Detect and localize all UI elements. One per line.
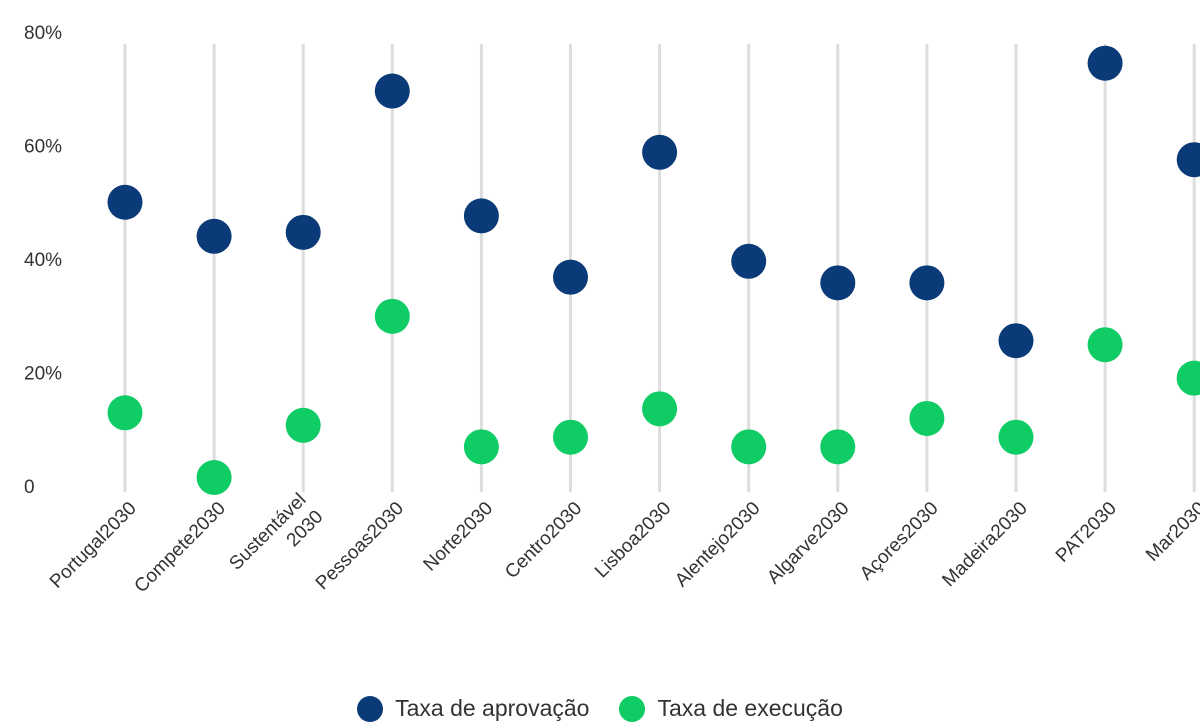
y-tick-label: 0 — [24, 477, 35, 498]
x-tick-label: Sustentável2030 — [225, 489, 327, 591]
point-execucao[interactable] — [1176, 360, 1200, 396]
point-aprovacao[interactable] — [1087, 45, 1123, 81]
legend-swatch-aprovacao — [357, 695, 384, 722]
point-execucao[interactable] — [107, 395, 143, 431]
x-tick-label: PAT2030 — [1052, 498, 1121, 567]
point-execucao[interactable] — [463, 429, 499, 465]
x-tick-label-line: Centro2030 — [501, 498, 586, 583]
point-execucao[interactable] — [909, 400, 945, 436]
x-tick-label: Alentejo2030 — [671, 498, 764, 591]
x-tick-label-line: Lisboa2030 — [591, 498, 675, 582]
y-tick-label: 80% — [24, 23, 62, 44]
x-tick-label: Norte2030 — [420, 498, 498, 576]
legend-item-execucao[interactable]: Taxa de execução — [619, 695, 843, 722]
x-tick-label: Pessoas2030 — [312, 498, 408, 594]
point-aprovacao[interactable] — [820, 265, 856, 301]
x-tick-label-line: Algarve2030 — [763, 498, 853, 588]
legend-item-aprovacao[interactable]: Taxa de aprovação — [357, 695, 589, 722]
data-points — [107, 45, 1200, 495]
point-execucao[interactable] — [998, 419, 1034, 455]
point-execucao[interactable] — [1087, 327, 1123, 363]
point-execucao[interactable] — [731, 429, 767, 465]
x-tick-label-line: Açores2030 — [856, 498, 943, 585]
point-aprovacao[interactable] — [463, 198, 499, 234]
legend: Taxa de aprovação Taxa de execução — [0, 695, 1200, 722]
point-execucao[interactable] — [553, 419, 588, 455]
point-execucao[interactable] — [374, 298, 410, 334]
legend-label-aprovacao: Taxa de aprovação — [395, 695, 590, 721]
y-tick-label: 60% — [24, 137, 62, 158]
x-tick-label: Compete2030 — [131, 498, 230, 597]
point-execucao[interactable] — [196, 459, 232, 495]
point-aprovacao[interactable] — [553, 259, 588, 295]
point-aprovacao[interactable] — [909, 265, 945, 301]
x-axis: Portugal2030Compete2030Sustentável2030Pe… — [46, 489, 1200, 597]
x-tick-label: Lisboa2030 — [591, 498, 675, 582]
point-aprovacao[interactable] — [731, 243, 767, 279]
x-tick-label-line: Madeira2030 — [938, 498, 1031, 591]
point-aprovacao[interactable] — [196, 218, 232, 254]
x-tick-label: Centro2030 — [501, 498, 586, 583]
point-aprovacao[interactable] — [374, 73, 410, 109]
point-aprovacao[interactable] — [642, 134, 678, 170]
x-tick-label-line: PAT2030 — [1052, 498, 1121, 567]
x-tick-label: Madeira2030 — [938, 498, 1031, 591]
point-aprovacao[interactable] — [107, 184, 143, 220]
x-tick-label-line: Pessoas2030 — [312, 498, 408, 594]
x-tick-label-line: Alentejo2030 — [671, 498, 764, 591]
point-execucao[interactable] — [642, 391, 678, 427]
point-execucao[interactable] — [820, 429, 856, 465]
x-tick-label: Açores2030 — [856, 498, 943, 585]
point-aprovacao[interactable] — [998, 323, 1034, 359]
x-tick-label-line: Mar2030 — [1142, 498, 1200, 566]
point-aprovacao[interactable] — [1176, 142, 1200, 178]
legend-swatch-execucao — [619, 695, 646, 722]
point-execucao[interactable] — [285, 407, 321, 443]
y-tick-label: 40% — [24, 250, 62, 271]
point-aprovacao[interactable] — [285, 214, 321, 250]
y-tick-label: 20% — [24, 364, 62, 385]
x-tick-label-line: Norte2030 — [420, 498, 498, 576]
y-axis: 0 20% 40% 60% 80% — [24, 23, 62, 498]
x-tick-label: Mar2030 — [1142, 498, 1200, 566]
x-tick-label: Algarve2030 — [763, 498, 853, 588]
x-tick-label-line: Portugal2030 — [46, 498, 141, 593]
x-tick-label-line: Compete2030 — [131, 498, 230, 597]
legend-label-execucao: Taxa de execução — [657, 695, 843, 721]
x-tick-label: Portugal2030 — [46, 498, 141, 593]
